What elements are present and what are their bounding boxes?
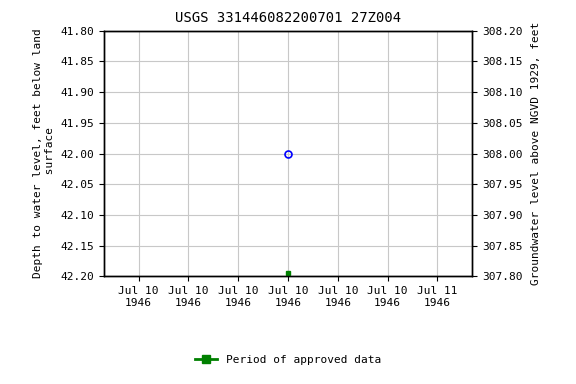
Y-axis label: Depth to water level, feet below land
 surface: Depth to water level, feet below land su… bbox=[33, 29, 55, 278]
Legend: Period of approved data: Period of approved data bbox=[191, 351, 385, 370]
Y-axis label: Groundwater level above NGVD 1929, feet: Groundwater level above NGVD 1929, feet bbox=[531, 22, 541, 285]
Title: USGS 331446082200701 27Z004: USGS 331446082200701 27Z004 bbox=[175, 12, 401, 25]
